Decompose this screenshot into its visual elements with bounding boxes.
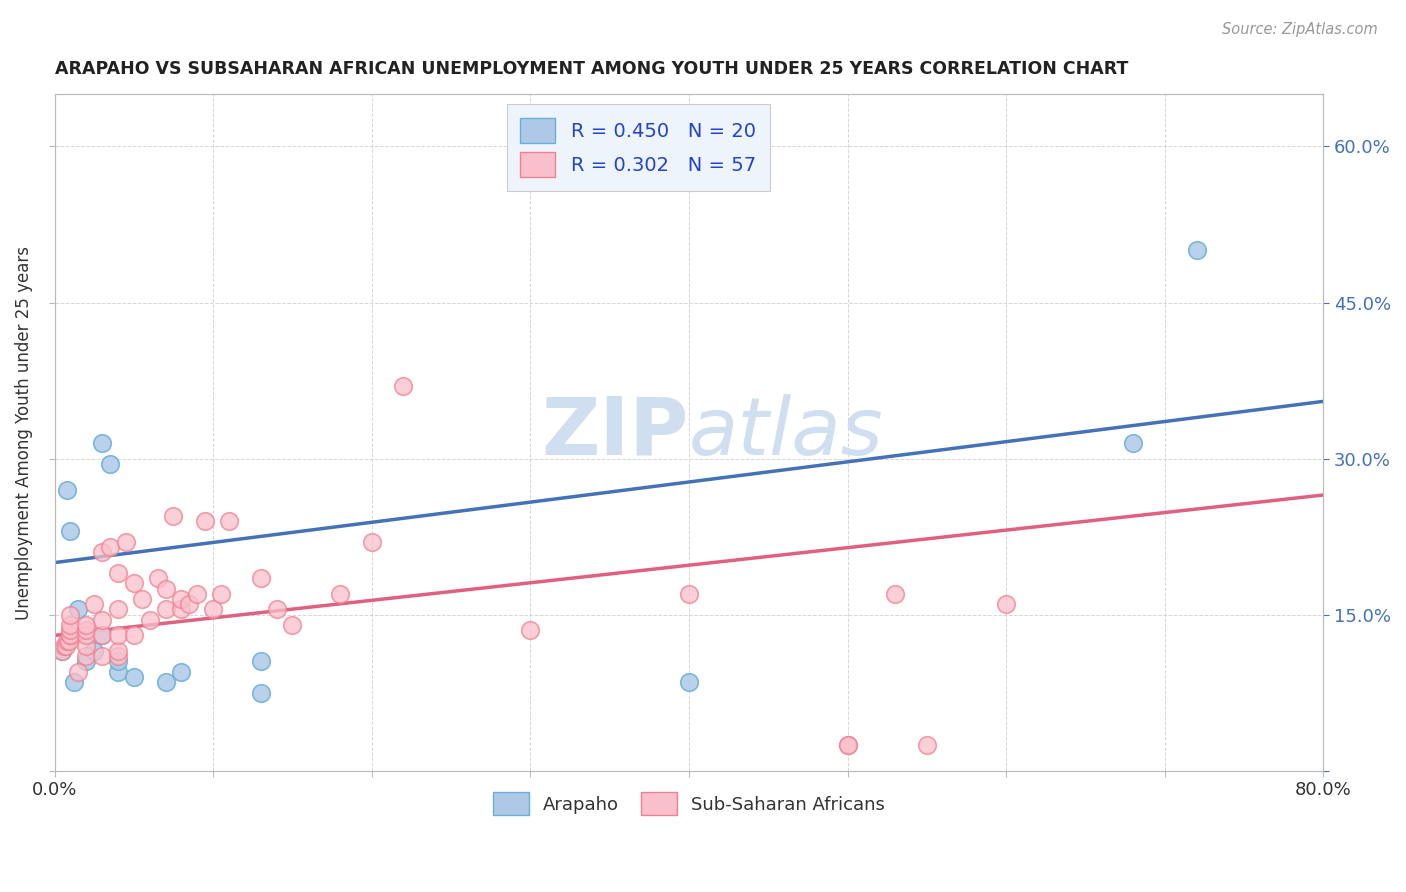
Point (678, 587, 700, 601)
Point (146, 571, 169, 585)
Point (55, 639, 77, 653)
Point (202, 602, 225, 616)
Point (91, 613, 114, 627)
Point (98, 540, 121, 554)
Point (1122, 436, 1144, 450)
Point (51, 644, 73, 658)
Point (59, 624, 82, 638)
Point (83, 644, 105, 658)
Point (179, 597, 201, 611)
Point (75, 639, 97, 653)
Point (75, 655, 97, 669)
Point (995, 597, 1018, 611)
Text: Source: ZipAtlas.com: Source: ZipAtlas.com (1222, 22, 1378, 37)
Point (75, 624, 97, 638)
Point (329, 587, 352, 601)
Point (98, 457, 121, 471)
Point (170, 665, 193, 679)
Point (837, 738, 859, 752)
Point (67, 602, 90, 616)
Point (249, 686, 271, 700)
Point (107, 649, 129, 664)
Point (281, 618, 304, 632)
Point (209, 587, 232, 601)
Point (360, 534, 382, 549)
Point (519, 624, 541, 638)
Point (122, 628, 145, 642)
Point (75, 628, 97, 642)
Point (122, 670, 145, 684)
Point (107, 644, 129, 658)
Point (194, 514, 217, 528)
Point (75, 618, 97, 632)
Point (75, 649, 97, 664)
Point (83, 597, 105, 611)
Point (51, 644, 73, 658)
Text: atlas: atlas (689, 393, 884, 472)
Point (266, 602, 288, 616)
Point (67, 665, 90, 679)
Point (170, 592, 193, 607)
Point (138, 613, 160, 627)
Point (107, 628, 129, 642)
Point (59, 618, 82, 632)
Point (59, 524, 82, 539)
Point (915, 738, 938, 752)
Point (91, 436, 114, 450)
Point (91, 628, 114, 642)
Point (186, 587, 208, 601)
Point (107, 665, 129, 679)
Legend: Arapaho, Sub-Saharan Africans: Arapaho, Sub-Saharan Africans (485, 785, 893, 822)
Point (155, 675, 177, 690)
Point (131, 592, 153, 607)
Y-axis label: Unemployment Among Youth under 25 years: Unemployment Among Youth under 25 years (15, 245, 32, 620)
Point (122, 576, 145, 591)
Point (58, 633, 80, 648)
Point (59, 607, 82, 622)
Point (249, 571, 271, 585)
Text: ARAPAHO VS SUBSAHARAN AFRICAN UNEMPLOYMENT AMONG YOUTH UNDER 25 YEARS CORRELATIO: ARAPAHO VS SUBSAHARAN AFRICAN UNEMPLOYME… (55, 60, 1128, 78)
Point (249, 655, 271, 669)
Point (837, 738, 859, 752)
Point (59, 628, 82, 642)
Point (107, 602, 129, 616)
Point (392, 378, 415, 392)
Point (884, 587, 907, 601)
Point (59, 628, 82, 642)
Text: ZIP: ZIP (541, 393, 689, 472)
Point (56, 633, 79, 648)
Point (91, 545, 114, 559)
Point (162, 508, 184, 523)
Point (155, 602, 177, 616)
Point (62, 675, 84, 690)
Point (170, 602, 193, 616)
Point (91, 628, 114, 642)
Point (107, 655, 129, 669)
Point (1185, 244, 1208, 258)
Point (56, 483, 79, 497)
Point (91, 649, 114, 664)
Point (53, 639, 76, 653)
Point (155, 582, 177, 596)
Point (107, 566, 129, 580)
Point (678, 675, 700, 690)
Point (218, 514, 240, 528)
Point (115, 534, 138, 549)
